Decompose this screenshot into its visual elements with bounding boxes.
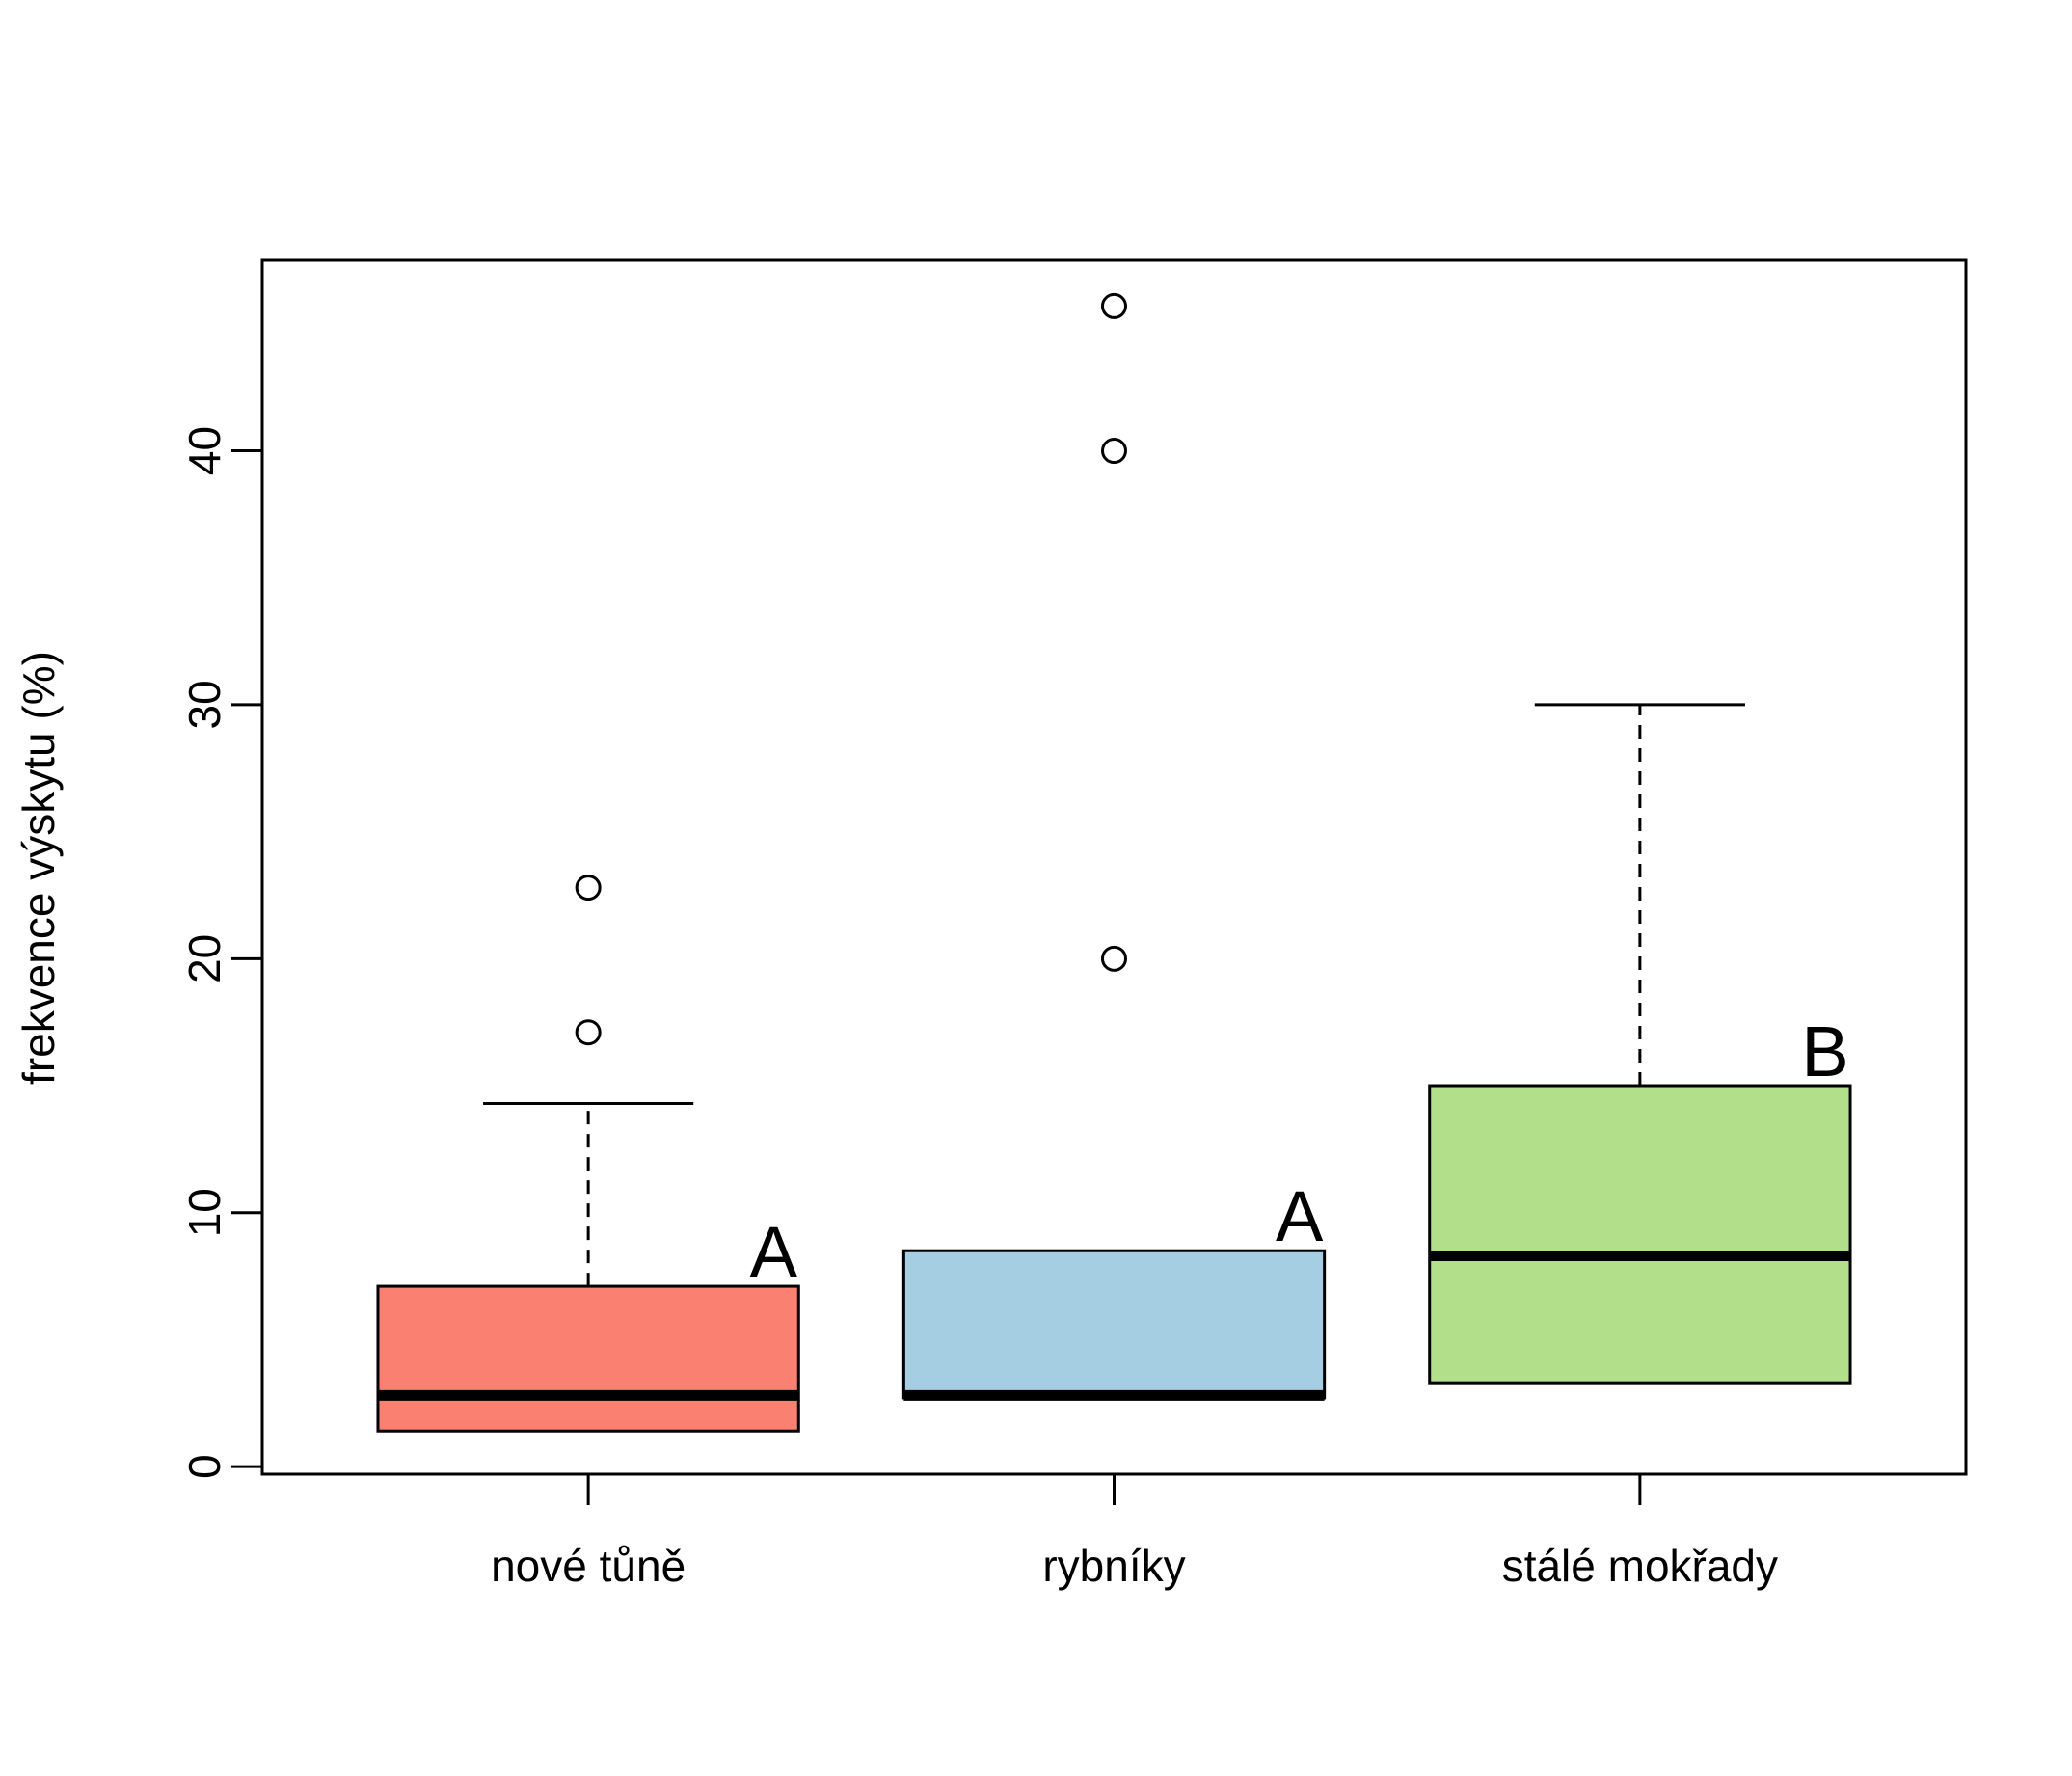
group-letter-label: A (1276, 1176, 1324, 1256)
outlier-point (1101, 438, 1127, 465)
y-tick-label: 20 (179, 934, 229, 983)
group-letter-label: A (750, 1212, 798, 1292)
group-letter-label: B (1801, 1011, 1848, 1091)
outlier-point (575, 1019, 602, 1046)
outlier-point (1101, 945, 1127, 972)
box-body (901, 1249, 1327, 1400)
box-body (376, 1284, 800, 1433)
box-group: B (1428, 703, 1852, 1385)
y-tick-label: 0 (179, 1454, 229, 1479)
outlier-point (1101, 292, 1127, 319)
x-tick-label: nové tůně (491, 1541, 686, 1591)
boxes-layer: A A B (376, 292, 1852, 1433)
y-axis: 0 10 20 30 40 (179, 426, 262, 1479)
y-axis-label: frekvence výskytu (%) (13, 651, 64, 1085)
outlier-point (575, 875, 602, 901)
x-tick-label: rybníky (1042, 1541, 1185, 1591)
x-tick-label: stálé mokřady (1502, 1541, 1778, 1591)
box-group: A (376, 875, 800, 1433)
y-tick-label: 30 (179, 680, 229, 729)
y-tick-label: 10 (179, 1188, 229, 1237)
box-body (1428, 1084, 1852, 1385)
x-axis: nové tůně rybníky stálé mokřady (491, 1474, 1778, 1591)
y-tick-label: 40 (179, 426, 229, 475)
box-group: A (901, 292, 1327, 1401)
